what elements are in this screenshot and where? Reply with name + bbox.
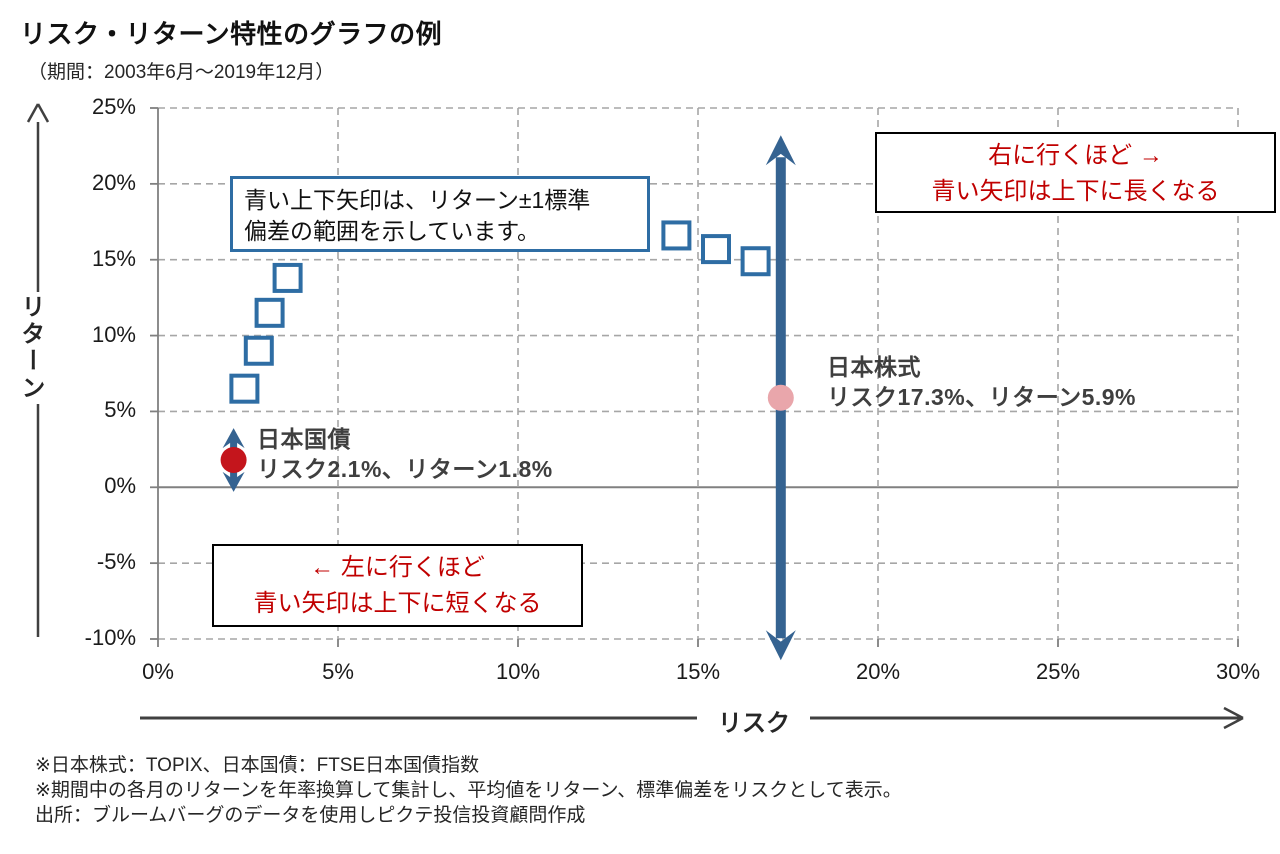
x-tick-label: 20% (855, 659, 901, 684)
x-axis-title: リスク (718, 710, 790, 737)
x-tick-label: 10% (495, 659, 541, 684)
x-axis-arrowhead-icon (1223, 706, 1244, 720)
footer-notes: ※日本株式：TOPIX、日本国債：FTSE日本国債指数 ※期間中の各月のリターン… (35, 753, 902, 828)
left-note-line1: ← 左に行くほど (310, 554, 485, 581)
jgb-name: 日本国債 (257, 426, 351, 452)
x-tick-label: 30% (1215, 659, 1261, 684)
scatter-square-marker (229, 373, 260, 404)
y-tick-label: 10% (91, 321, 136, 347)
x-tick-label: 0% (142, 659, 174, 684)
jgb-dot-marker (220, 446, 247, 473)
jp-equity-dot-marker (767, 384, 794, 411)
scatter-square-marker (272, 262, 303, 293)
footer-note-3: 出所：ブルームバーグのデータを使用しピクテ投信投資顧問作成 (35, 805, 586, 826)
y-tick-label: 5% (104, 397, 136, 423)
jgb-stdev-arrow-down-head-icon (222, 471, 245, 492)
stdev-note-line2: 偏差の範囲を示しています。 (244, 218, 541, 244)
left-note-box: ← 左に行くほど 青い矢印は上下に短くなる (212, 544, 583, 627)
scatter-square-marker (254, 297, 285, 328)
equity-stdev-arrow-down-head-icon (765, 630, 796, 661)
equity-point-label: 日本株式 リスク17.3%、リターン5.9% (827, 352, 1136, 412)
y-axis-arrowhead-icon (26, 103, 40, 123)
y-tick-label: 20% (91, 169, 136, 195)
y-axis-title: リターン (17, 294, 44, 402)
x-tick-label: 15% (675, 659, 721, 684)
equity-name: 日本株式 (827, 354, 921, 380)
scatter-square-marker (661, 220, 692, 251)
equity-stdev-arrow-up-head-icon (765, 135, 796, 166)
scatter-square-marker (740, 246, 771, 277)
x-tick-label: 5% (322, 659, 354, 684)
right-note-line1: 右に行くほど → (988, 142, 1163, 169)
footer-note-1: ※日本株式：TOPIX、日本国債：FTSE日本国債指数 (35, 755, 480, 776)
x-axis-arrowhead-icon (1223, 716, 1244, 730)
page-title: リスク・リターン特性のグラフの例 (20, 19, 443, 49)
y-tick-label: -10% (84, 625, 136, 650)
scatter-square-marker (243, 335, 274, 366)
jgb-stats: リスク2.1%、リターン1.8% (257, 456, 553, 482)
right-note-box: 右に行くほど → 青い矢印は上下に長くなる (875, 132, 1276, 213)
footer-note-2: ※期間中の各月のリターンを年率換算して集計し、平均値をリターン、標準偏差をリスク… (35, 780, 902, 801)
scatter-square-marker (701, 234, 731, 265)
page-subtitle: （期間：2003年6月～2019年12月） (28, 62, 335, 83)
y-tick-label: -5% (96, 549, 136, 575)
equity-stats: リスク17.3%、リターン5.9% (827, 384, 1136, 410)
stdev-note-box: 青い上下矢印は、リターン±1標準 偏差の範囲を示しています。 (230, 176, 650, 252)
y-tick-label: 0% (104, 473, 136, 499)
jgb-stdev-arrow-up-head-icon (222, 428, 245, 449)
stdev-note-line1: 青い上下矢印は、リターン±1標準 (244, 187, 591, 213)
y-axis-arrowhead-icon (36, 103, 50, 123)
y-tick-label: 15% (91, 245, 136, 271)
right-note-line2: 青い矢印は上下に長くなる (931, 178, 1220, 205)
left-note-line2: 青い矢印は上下に短くなる (253, 590, 542, 617)
jgb-point-label: 日本国債 リスク2.1%、リターン1.8% (257, 424, 553, 484)
x-tick-label: 25% (1035, 659, 1081, 684)
y-tick-label: 25% (91, 94, 136, 119)
